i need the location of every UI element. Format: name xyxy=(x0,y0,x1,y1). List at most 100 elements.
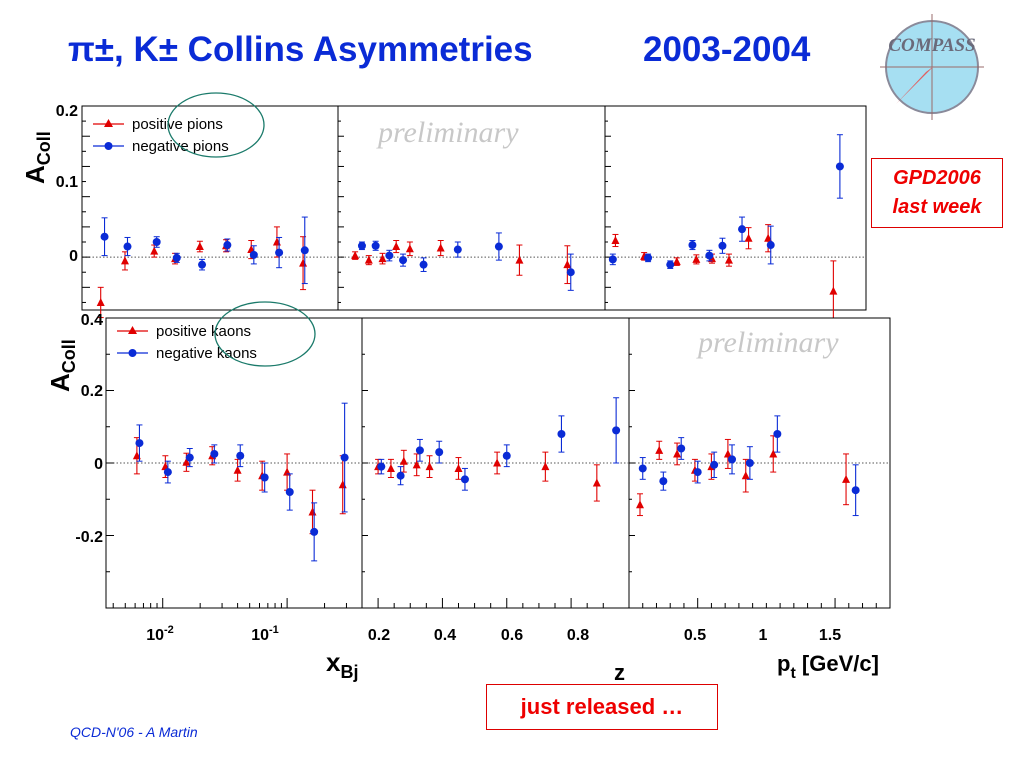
gpd-note-line1: GPD2006 xyxy=(893,167,981,189)
subplot-frame xyxy=(604,105,867,311)
data-point-positive xyxy=(723,449,732,458)
data-point-negative xyxy=(300,246,309,255)
data-point-positive xyxy=(724,255,733,264)
pions-panel xyxy=(81,105,867,322)
data-point-positive xyxy=(96,297,105,306)
highlight-circle xyxy=(167,92,265,158)
data-point-negative xyxy=(163,468,172,477)
data-point-positive xyxy=(120,256,129,265)
data-point-positive xyxy=(655,445,664,454)
legend-label: positive pions xyxy=(132,116,223,133)
data-point-negative xyxy=(773,430,782,438)
data-point-negative xyxy=(419,260,428,269)
data-point-negative xyxy=(705,251,714,260)
data-point-negative xyxy=(557,430,566,438)
z-tick: 0.6 xyxy=(501,627,523,644)
kaons-legend: positive kaons negative kaons xyxy=(117,301,316,367)
data-point-negative xyxy=(638,464,647,473)
legend-marker-circle xyxy=(104,142,113,150)
data-point-positive xyxy=(769,449,778,458)
data-point-negative xyxy=(371,241,380,250)
data-point-positive xyxy=(392,242,401,251)
pt-tick: 0.5 xyxy=(684,627,706,644)
pt-tick: 1.5 xyxy=(819,627,841,644)
data-point-positive xyxy=(741,471,750,480)
data-point-positive xyxy=(692,254,701,263)
pions-ytick: 0 xyxy=(69,248,78,265)
data-point-negative xyxy=(728,455,737,464)
data-point-positive xyxy=(829,286,838,295)
logo-text: COMPASS xyxy=(888,35,975,56)
legend-marker-triangle xyxy=(128,326,137,334)
data-point-positive xyxy=(515,255,524,264)
data-point-positive xyxy=(672,257,681,266)
pions-ylabel: AColl xyxy=(20,131,54,184)
data-point-positive xyxy=(592,478,601,487)
data-point-negative xyxy=(172,253,181,262)
data-point-negative xyxy=(357,241,366,250)
z-tick: 0.2 xyxy=(368,627,390,644)
pions-ytick: 0.2 xyxy=(56,103,78,120)
gpd-note-line2: last week xyxy=(892,196,982,218)
data-point-negative xyxy=(460,475,469,484)
released-note: just released … xyxy=(486,684,718,730)
data-point-positive xyxy=(842,474,851,483)
pions-legend: positive pions negative pions xyxy=(93,92,265,158)
pions-ytick: 0.1 xyxy=(56,174,78,191)
data-point-positive xyxy=(412,460,421,469)
data-point-negative xyxy=(198,260,207,269)
kaons-ytick: 0.4 xyxy=(81,312,103,329)
data-point-positive xyxy=(386,463,395,472)
data-point-negative xyxy=(566,268,575,277)
data-point-negative xyxy=(285,488,294,496)
data-point-negative xyxy=(835,162,844,171)
preliminary-label: preliminary xyxy=(696,326,839,359)
data-point-positive xyxy=(563,260,572,269)
data-point-positive xyxy=(493,458,502,467)
legend-label: positive kaons xyxy=(156,323,251,340)
data-point-positive xyxy=(150,246,159,255)
data-point-negative xyxy=(710,460,719,469)
data-point-negative xyxy=(745,459,754,467)
xbj-tick: 10-2 xyxy=(146,624,174,644)
data-point-negative xyxy=(210,449,219,458)
data-point-positive xyxy=(673,449,682,458)
legend-label: negative kaons xyxy=(156,345,257,362)
title-years: 2003-2004 xyxy=(643,30,811,69)
data-point-positive xyxy=(378,254,387,263)
data-point-negative xyxy=(718,241,727,250)
title-main: π±, K± Collins Asymmetries xyxy=(68,30,533,69)
data-point-negative xyxy=(152,238,161,246)
subplot-frame xyxy=(628,317,891,609)
data-point-positive xyxy=(405,244,414,253)
data-point-negative xyxy=(340,453,349,462)
data-point-negative xyxy=(415,446,424,455)
z-tick: 0.4 xyxy=(434,627,456,644)
data-point-positive xyxy=(182,457,191,466)
pt-label: pt [GeV/c] xyxy=(777,651,879,682)
data-point-negative xyxy=(738,225,747,234)
gpd-note: GPD2006 last week xyxy=(871,158,1003,228)
xbj-tick: 10-1 xyxy=(251,624,279,644)
data-point-positive xyxy=(132,451,141,460)
preliminary-label: preliminary xyxy=(376,116,519,149)
kaons-ytick: -0.2 xyxy=(75,529,103,546)
kaons-ytick: 0.2 xyxy=(81,383,103,400)
data-point-negative xyxy=(659,477,668,486)
data-point-positive xyxy=(436,243,445,252)
z-label: z xyxy=(614,660,625,685)
kaons-panel xyxy=(105,317,891,609)
data-point-negative xyxy=(249,250,258,259)
footer-text: QCD-N'06 - A Martin xyxy=(70,724,198,740)
data-point-positive xyxy=(541,462,550,471)
compass-logo: COMPASS xyxy=(880,14,984,120)
data-point-negative xyxy=(185,453,194,462)
data-point-negative xyxy=(275,248,284,257)
data-point-positive xyxy=(635,500,644,509)
data-point-positive xyxy=(611,235,620,244)
data-point-negative xyxy=(453,245,462,254)
data-point-negative xyxy=(260,473,269,482)
slide-title: π±, K± Collins Asymmetries 2003-2004 xyxy=(68,30,810,70)
data-point-negative xyxy=(399,256,408,265)
data-point-negative xyxy=(223,241,232,250)
